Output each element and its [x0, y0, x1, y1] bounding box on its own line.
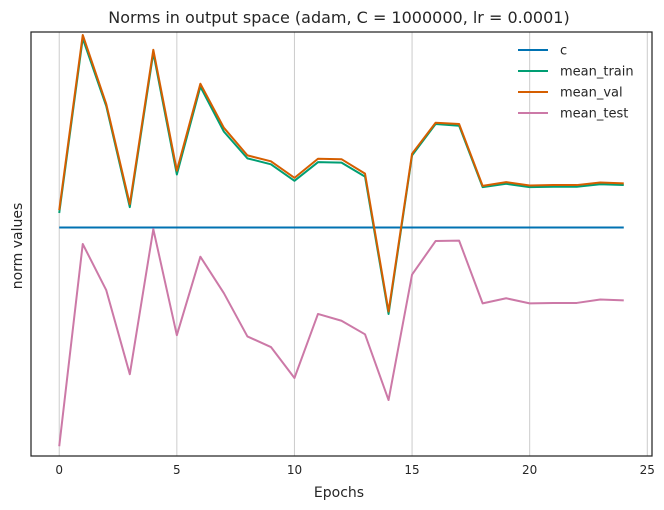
chart-title: Norms in output space (adam, C = 1000000…: [108, 8, 569, 27]
y-axis-label: norm values: [10, 203, 26, 290]
x-tick-label-20: 20: [522, 463, 537, 477]
x-tick-label-10: 10: [287, 463, 302, 477]
legend-label-mean-train: mean_train: [560, 65, 634, 80]
x-axis-label: Epochs: [314, 485, 364, 501]
x-tick-label-15: 15: [404, 463, 419, 477]
legend-label-c: c: [560, 44, 567, 59]
x-tick-label-25: 25: [640, 463, 655, 477]
plot-frame: [30, 31, 653, 457]
series-layer: [58, 33, 624, 447]
x-axis-ticks: 0 5 10 15 20 25: [55, 463, 655, 477]
x-tick-label-5: 5: [173, 463, 181, 477]
legend: c mean_train mean_val mean_test: [518, 44, 634, 122]
grid-lines: [58, 32, 648, 456]
legend-label-mean-test: mean_test: [560, 107, 628, 122]
legend-label-mean-val: mean_val: [560, 86, 623, 101]
x-tick-label-0: 0: [55, 463, 63, 477]
series-line-mean-val: [58, 33, 624, 313]
series-line-mean-test: [58, 228, 624, 447]
